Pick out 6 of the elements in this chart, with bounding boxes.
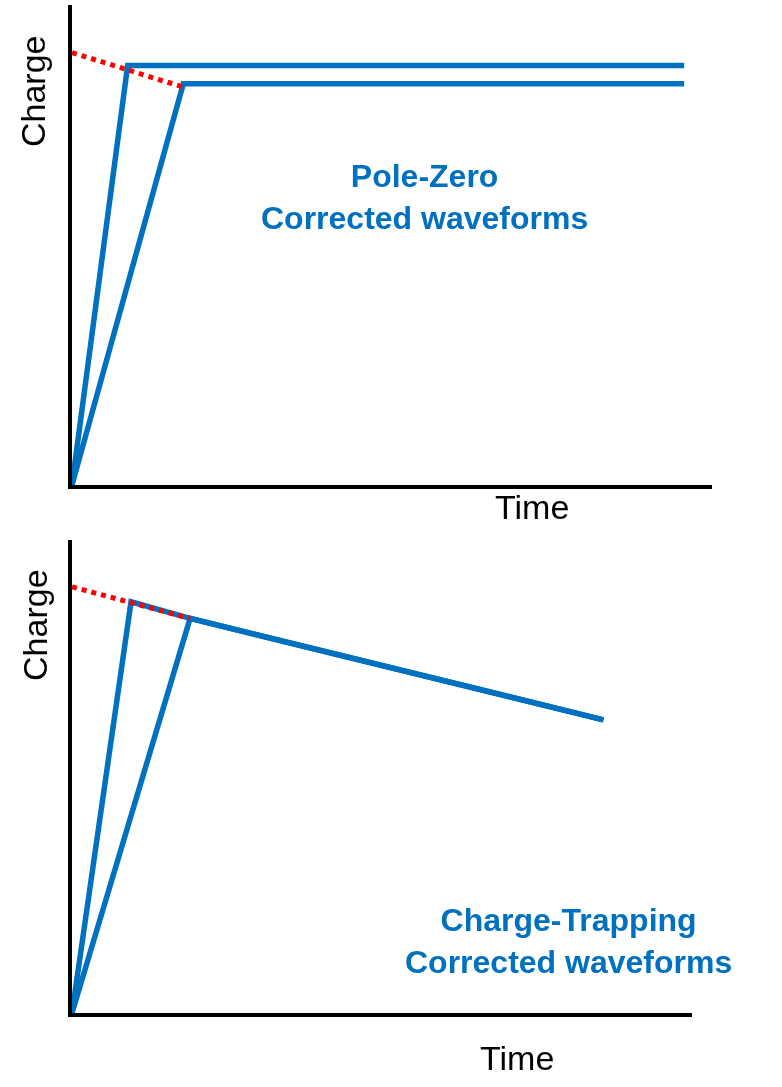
x-axis-title: Time [480,1039,555,1077]
y-axis-title: Charge [14,35,53,147]
x-axis-title: Time [495,488,570,526]
annotation: Charge-Trapping Corrected waveforms [405,902,733,980]
y-axis-title: Charge [15,569,54,681]
annotation: Pole-Zero Corrected waveforms [261,158,589,236]
